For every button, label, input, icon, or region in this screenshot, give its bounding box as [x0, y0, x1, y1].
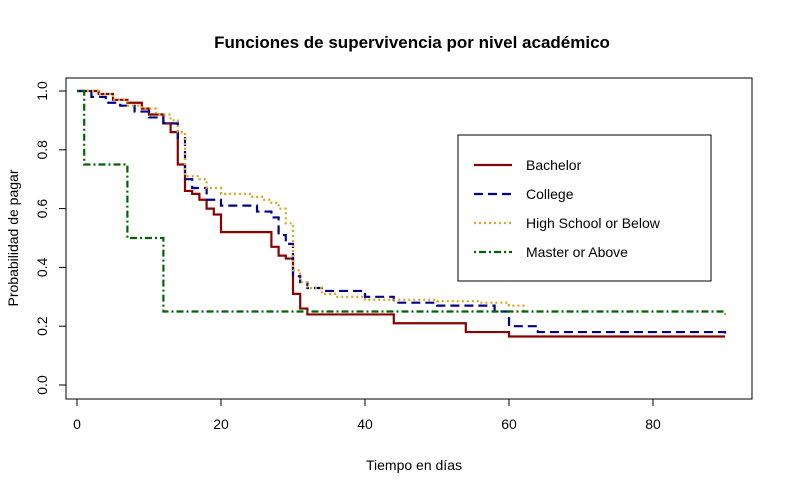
y-axis-label: Probabilidad de pagar	[5, 169, 21, 306]
x-axis-label: Tiempo en días	[366, 457, 462, 473]
y-tick-label: 0.6	[34, 199, 50, 219]
legend-label: High School or Below	[526, 215, 661, 231]
legend: Bachelor College High School or Below Maste…	[457, 134, 712, 282]
y-tick-label: 0.4	[34, 257, 50, 277]
y-tick-label: 0.8	[34, 140, 50, 160]
series-line-college	[77, 89, 727, 334]
series-line-high-school-or-below	[77, 89, 727, 316]
legend-box	[457, 134, 712, 282]
chart-title: Funciones de supervivencia por nivel aca…	[214, 33, 610, 52]
y-axis: 0.0 0.2 0.4 0.6 0.8 1.0	[34, 81, 67, 395]
y-tick-label: 0.0	[34, 375, 50, 395]
x-tick-label: 0	[73, 416, 81, 432]
series-line-master-or-above	[77, 89, 725, 313]
y-tick-label: 0.2	[34, 316, 50, 336]
x-tick-label: 40	[357, 416, 373, 432]
series-layer	[77, 89, 727, 338]
legend-label: Bachelor	[526, 157, 582, 173]
x-tick-label: 80	[645, 416, 661, 432]
x-tick-label: 20	[213, 416, 229, 432]
x-tick-label: 60	[501, 416, 517, 432]
legend-label: Master or Above	[526, 244, 628, 260]
y-tick-label: 1.0	[34, 81, 50, 101]
legend-label: College	[526, 186, 574, 202]
x-axis: 0 20 40 60 80	[73, 398, 661, 432]
